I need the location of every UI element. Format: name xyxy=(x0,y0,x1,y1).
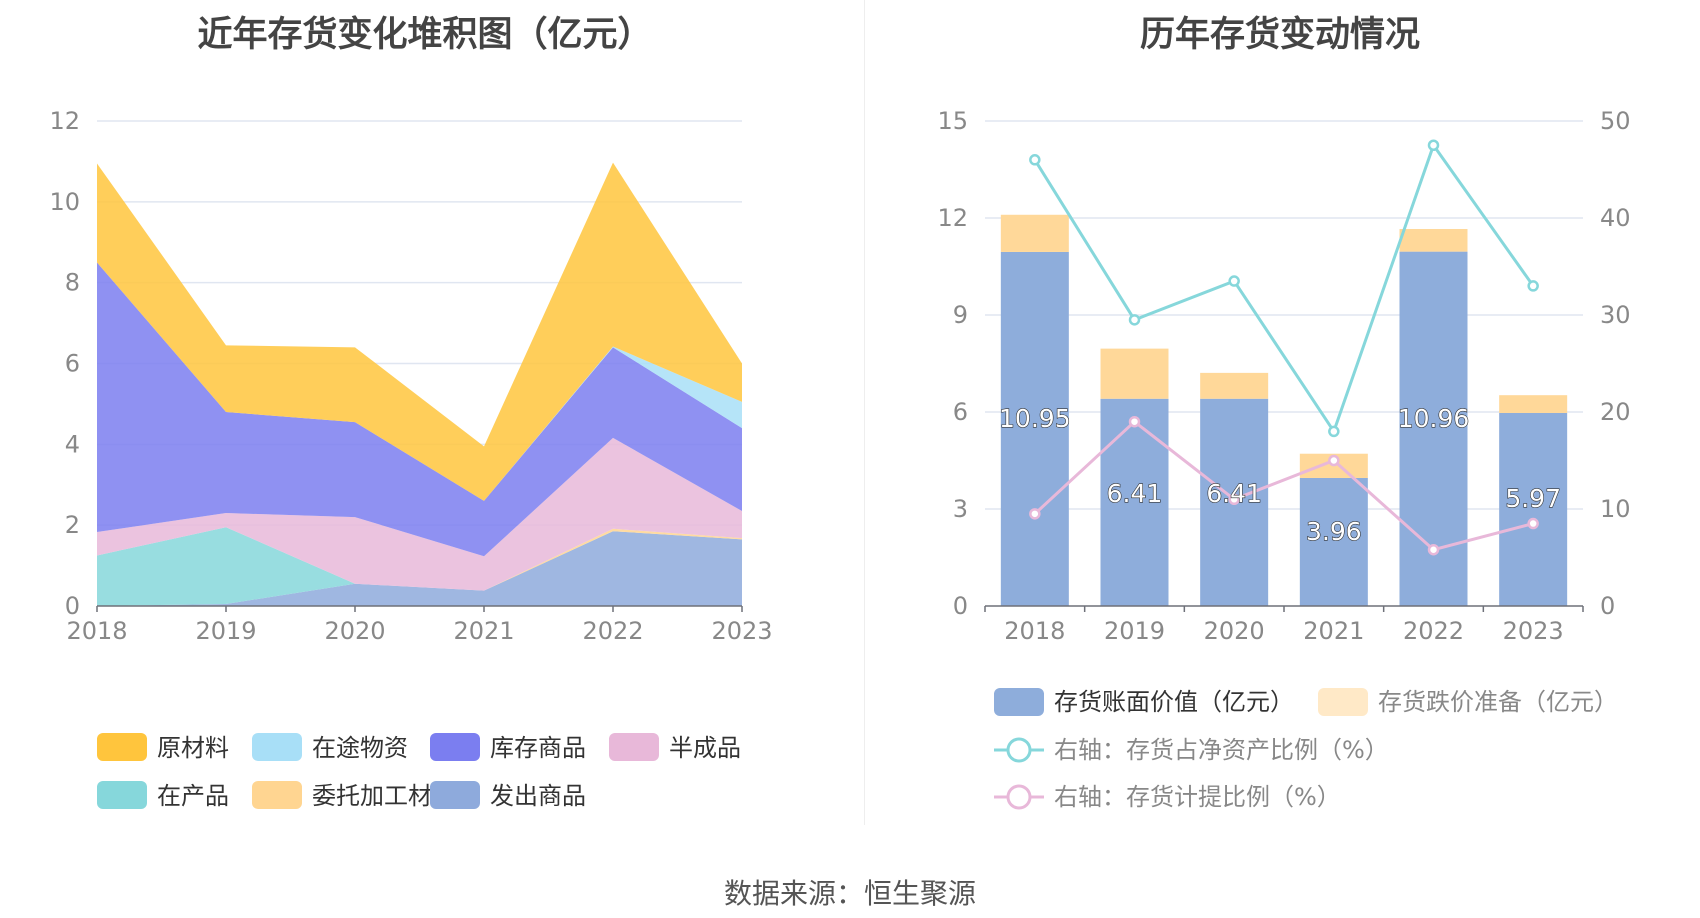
bar-data-label: 5.97 xyxy=(1505,484,1561,513)
legend-label: 存货账面价值（亿元） xyxy=(1054,688,1294,716)
right-y-left-tick-label: 3 xyxy=(953,495,968,523)
panel-divider xyxy=(864,0,865,825)
line-point xyxy=(1427,543,1440,556)
legend-label: 原材料 xyxy=(157,734,229,762)
legend-swatch xyxy=(994,688,1044,716)
bar xyxy=(1499,412,1568,606)
line-point xyxy=(1228,275,1240,287)
bar-data-label: 6.41 xyxy=(1206,479,1262,508)
legend-swatch xyxy=(252,733,302,761)
charts-canvas: 0 2 4 6 8 10 12 2018 2019 2020 2021 2022 2023 原材料 在途物资… xyxy=(49,107,1631,811)
legend-marker xyxy=(1006,784,1032,810)
legend-label: 在途物资 xyxy=(312,734,408,762)
legend-swatch xyxy=(609,733,659,761)
left-x-tick-label: 2019 xyxy=(195,617,256,645)
bar xyxy=(1100,398,1169,606)
legend-swatch xyxy=(1318,688,1368,716)
left-y-tick-label: 2 xyxy=(65,511,80,539)
line-point xyxy=(1228,493,1240,506)
left-y-tick-label: 0 xyxy=(65,592,80,620)
legend-label: 右轴：存货计提比例（%） xyxy=(1054,783,1341,811)
bar xyxy=(1100,348,1169,399)
line-point xyxy=(1128,415,1141,428)
bar xyxy=(1200,372,1269,399)
area-series xyxy=(97,527,742,606)
bar-data-label: 10.96 xyxy=(1398,404,1470,433)
left-y-tick-label: 12 xyxy=(49,107,80,135)
right-y-right-tick-label: 10 xyxy=(1600,495,1631,523)
area-series xyxy=(97,262,742,557)
line-point xyxy=(1328,454,1340,467)
right-x-tick-label: 2020 xyxy=(1204,617,1265,645)
right-y-right-tick-label: 40 xyxy=(1600,204,1631,232)
legend-swatch xyxy=(430,733,480,761)
legend-label: 半成品 xyxy=(669,734,741,762)
data-source: 数据来源：恒生聚源 xyxy=(723,877,976,910)
line-point xyxy=(1427,139,1440,151)
legend-label: 库存商品 xyxy=(490,734,586,762)
right-y-left-tick-label: 6 xyxy=(953,398,968,426)
left-y-tick-label: 10 xyxy=(49,188,80,216)
legend-label: 发出商品 xyxy=(490,782,586,810)
right-x-tick-label: 2018 xyxy=(1004,617,1065,645)
area-series xyxy=(97,162,742,501)
right-y-left-tick-label: 9 xyxy=(953,301,968,329)
line-point xyxy=(1527,280,1539,292)
left-y-tick-label: 8 xyxy=(65,269,80,297)
line-point xyxy=(1128,314,1141,326)
legend-marker xyxy=(1006,737,1032,763)
bar-data-label: 3.96 xyxy=(1306,517,1362,546)
bar xyxy=(1499,395,1568,413)
bar xyxy=(1000,214,1069,252)
line-point xyxy=(1527,517,1539,530)
left-y-tick-label: 4 xyxy=(65,430,80,458)
left-x-tick-label: 2023 xyxy=(711,617,772,645)
right-y-right-tick-label: 50 xyxy=(1600,107,1631,135)
left-chart-title: 近年存货变化堆积图（亿元） xyxy=(197,15,653,55)
legend-label: 右轴：存货占净资产比例（%） xyxy=(1054,736,1389,764)
legend-swatch xyxy=(97,733,147,761)
right-y-right-tick-label: 0 xyxy=(1600,592,1615,620)
right-x-tick-label: 2022 xyxy=(1403,617,1464,645)
bar-data-label: 10.95 xyxy=(999,404,1071,433)
right-y-left-tick-label: 15 xyxy=(937,107,968,135)
area-series xyxy=(97,531,742,606)
line-point xyxy=(1029,508,1041,520)
bar xyxy=(1299,477,1368,606)
bar-data-label: 6.41 xyxy=(1107,479,1163,508)
legend-swatch xyxy=(430,781,480,809)
line-series xyxy=(1033,142,1535,435)
bar xyxy=(1399,228,1468,252)
legend-label: 存货跌价准备（亿元） xyxy=(1378,688,1618,716)
legend-swatch xyxy=(97,781,147,809)
right-x-tick-label: 2021 xyxy=(1303,617,1364,645)
left-x-tick-label: 2022 xyxy=(582,617,643,645)
legend-label: 在产品 xyxy=(157,782,229,810)
right-y-right-tick-label: 20 xyxy=(1600,398,1631,426)
line-series xyxy=(1033,419,1534,552)
left-y-tick-label: 6 xyxy=(65,350,80,378)
left-x-tick-label: 2021 xyxy=(453,617,514,645)
right-y-right-tick-label: 30 xyxy=(1600,301,1631,329)
right-chart-title: 历年存货变动情况 xyxy=(1139,15,1420,55)
left-x-tick-label: 2020 xyxy=(324,617,385,645)
right-x-tick-label: 2019 xyxy=(1104,617,1165,645)
right-x-tick-label: 2023 xyxy=(1503,617,1564,645)
area-series xyxy=(97,437,742,591)
line-point xyxy=(1029,154,1041,166)
right-y-left-tick-label: 0 xyxy=(953,592,968,620)
legend-swatch xyxy=(252,781,302,809)
left-x-tick-label: 2018 xyxy=(66,617,127,645)
right-y-left-tick-label: 12 xyxy=(937,204,968,232)
bar xyxy=(1000,251,1069,606)
line-point xyxy=(1328,425,1340,438)
